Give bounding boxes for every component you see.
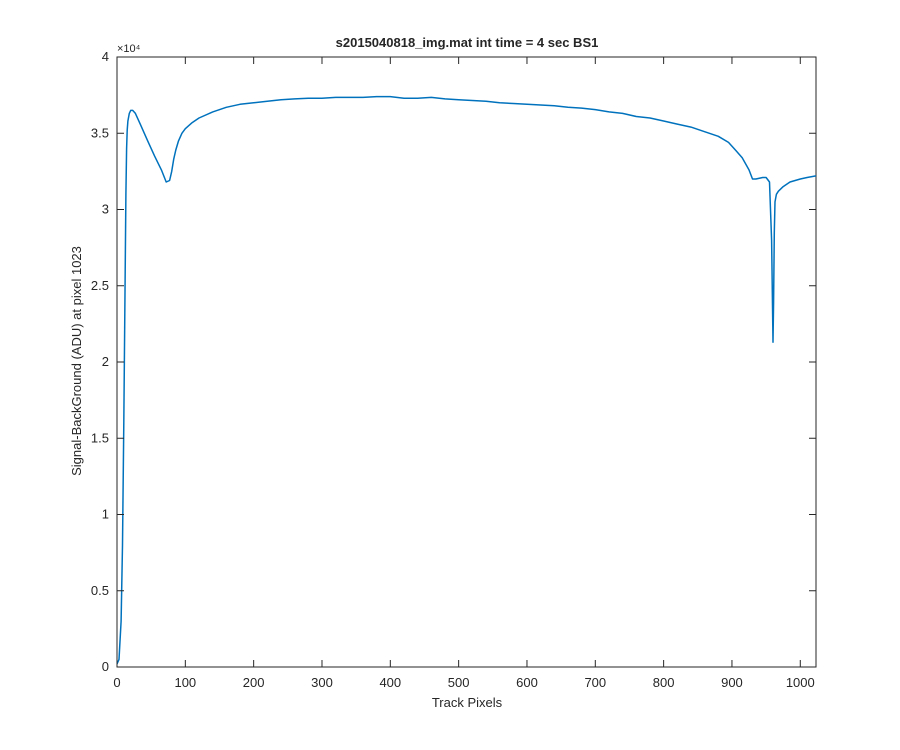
plot-area: 0 100 200 300 400 500 600 700 800 900 1000 0 0.5 1 1.5… bbox=[91, 49, 817, 690]
x-axis-label: Track Pixels bbox=[432, 695, 503, 710]
y-tick-label: 1.5 bbox=[91, 430, 109, 445]
x-tick-label: 500 bbox=[448, 675, 470, 690]
x-tick-label: 1000 bbox=[786, 675, 815, 690]
x-tick-label: 900 bbox=[721, 675, 743, 690]
y-tick-label: 2.5 bbox=[91, 278, 109, 293]
x-tick-label: 300 bbox=[311, 675, 333, 690]
y-tick-label: 1 bbox=[102, 507, 109, 522]
x-tick-label: 100 bbox=[174, 675, 196, 690]
y-exponent-label: ×10⁴ bbox=[117, 43, 141, 55]
x-tick-label: 0 bbox=[113, 675, 120, 690]
axes-box bbox=[116, 56, 817, 668]
y-tick-label: 2 bbox=[102, 354, 109, 369]
chart-title: s2015040818_img.mat int time = 4 sec BS1 bbox=[336, 35, 599, 50]
series-line-0 bbox=[117, 95, 816, 665]
y-tick-label: 3.5 bbox=[91, 125, 109, 140]
x-tick-label: 700 bbox=[584, 675, 606, 690]
x-tick-label: 200 bbox=[243, 675, 265, 690]
y-tick-label: 4 bbox=[102, 49, 109, 64]
y-tick-label: 3 bbox=[102, 202, 109, 217]
y-tick-label: 0 bbox=[102, 659, 109, 674]
x-tick-label: 800 bbox=[653, 675, 675, 690]
x-tick-label: 400 bbox=[379, 675, 401, 690]
y-tick-label: 0.5 bbox=[91, 583, 109, 598]
x-tick-label: 600 bbox=[516, 675, 538, 690]
y-axis-label: Signal-BackGround (ADU) at pixel 1023 bbox=[69, 246, 84, 476]
